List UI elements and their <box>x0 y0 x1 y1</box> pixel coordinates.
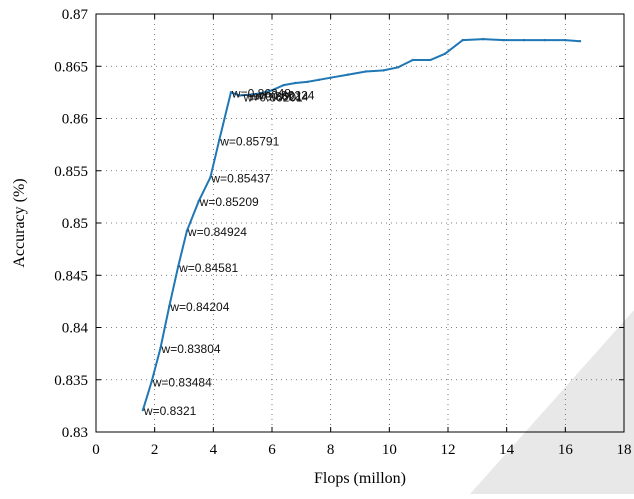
data-label: w=0.85209 <box>199 195 259 209</box>
data-label: w=0.86224 <box>254 88 314 102</box>
data-point <box>229 91 233 94</box>
data-point <box>482 37 485 41</box>
y-tick-label: 0.84 <box>62 321 89 337</box>
y-tick-label: 0.855 <box>54 164 88 180</box>
data-point <box>429 58 432 62</box>
data-label: w=0.86214 <box>249 90 309 104</box>
data-label: w=0.83804 <box>161 342 221 356</box>
y-tick-label: 0.845 <box>54 268 88 284</box>
data-point <box>317 78 321 82</box>
data-label: w=0.84924 <box>187 225 247 239</box>
x-tick-label: 16 <box>558 442 574 458</box>
x-tick-label: 0 <box>92 442 100 458</box>
data-point <box>197 199 200 203</box>
x-tick-label: 6 <box>268 442 276 458</box>
data-point <box>578 39 582 43</box>
data-label: w=0.84204 <box>169 300 229 314</box>
data-point <box>461 38 464 42</box>
x-tick-label: 2 <box>151 442 159 458</box>
data-point <box>294 81 297 85</box>
data-label: w=0.86248 <box>231 86 291 100</box>
data-point <box>259 92 262 95</box>
x-tick-label: 18 <box>617 442 632 458</box>
data-point <box>185 229 189 233</box>
data-point <box>218 139 221 142</box>
data-point <box>282 83 285 87</box>
data-point <box>347 73 350 76</box>
data-point <box>168 304 171 308</box>
y-tick-label: 0.86 <box>62 112 89 128</box>
data-point <box>364 70 368 73</box>
watermark-shape <box>470 310 634 494</box>
data-point <box>270 89 274 92</box>
y-tick-label: 0.865 <box>54 59 88 75</box>
y-tick-label: 0.87 <box>62 7 89 23</box>
data-point <box>238 94 241 97</box>
data-point <box>382 69 385 72</box>
data-point <box>411 58 414 62</box>
data-point <box>443 52 447 55</box>
data-point <box>396 66 400 69</box>
y-tick-label: 0.85 <box>62 216 88 232</box>
data-point <box>159 346 162 350</box>
x-tick-label: 10 <box>382 442 397 458</box>
x-tick-label: 4 <box>210 442 218 458</box>
data-point <box>306 80 309 84</box>
data-label: w=0.85791 <box>219 134 279 148</box>
data-point <box>543 38 546 42</box>
data-label: w=0.83484 <box>152 375 212 389</box>
x-axis-label: Flops (millon) <box>314 470 406 487</box>
data-point <box>564 38 567 42</box>
data-point <box>176 265 180 268</box>
data-point <box>502 38 505 42</box>
x-tick-label: 12 <box>441 442 456 458</box>
data-point <box>250 93 253 96</box>
data-point <box>329 76 332 79</box>
x-tick-label: 8 <box>327 442 335 458</box>
y-axis-label: Accuracy (%) <box>11 178 28 267</box>
data-label: w=0.86201 <box>243 91 303 105</box>
data-label: w=0.8321 <box>143 404 197 418</box>
data-label: w=0.85437 <box>210 171 270 185</box>
data-point <box>141 408 145 412</box>
data-label: w=0.84581 <box>178 261 238 275</box>
plot-frame <box>95 13 625 433</box>
data-point <box>150 380 153 383</box>
x-tick-label: 14 <box>499 442 515 458</box>
y-tick-label: 0.835 <box>54 373 88 389</box>
data-point <box>209 176 212 179</box>
y-tick-label: 0.83 <box>62 425 88 441</box>
data-point <box>523 38 526 42</box>
